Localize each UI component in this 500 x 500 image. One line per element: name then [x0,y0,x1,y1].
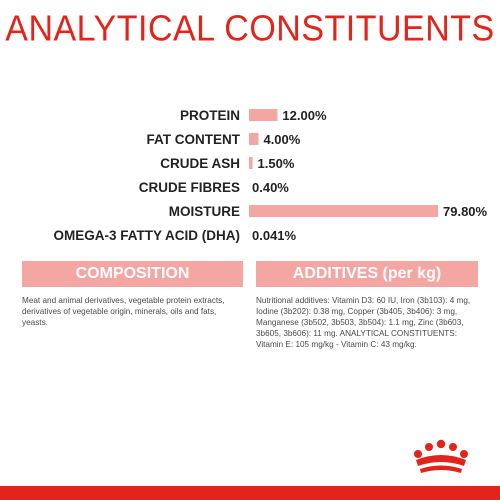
category-label: PROTEIN [180,108,240,123]
category-label: OMEGA-3 FATTY ACID (DHA) [54,228,241,243]
bar [249,109,278,121]
value-label: 1.50% [258,156,295,171]
additives-header: ADDITIVES (per kg) [256,261,478,287]
value-label: 0.40% [252,180,289,195]
additives-text: Nutritional additives: Vitamin D3: 60 IU… [256,296,471,349]
bar [249,205,438,217]
crown-logo-icon [414,439,468,473]
category-label: MOISTURE [169,204,240,219]
analytical-constituents-chart: PROTEIN 12.00% FAT CONTENT 4.00% CRUDE ASH 1.… [54,108,488,243]
category-label: FAT CONTENT [147,132,241,147]
category-label: CRUDE ASH [160,156,240,171]
bar [249,157,253,169]
value-label: 4.00% [263,132,300,147]
composition-text: Meat and animal derivatives, vegetable p… [22,296,225,327]
value-label: 12.00% [282,108,327,123]
composition-header: COMPOSITION [22,261,243,287]
category-label: CRUDE FIBRES [139,180,240,195]
page-title: ANALYTICAL CONSTITUENTS [5,9,495,49]
footer-bar [0,486,500,500]
value-label: 0.041% [252,228,297,243]
bar [249,133,259,145]
value-label: 79.80% [443,204,488,219]
